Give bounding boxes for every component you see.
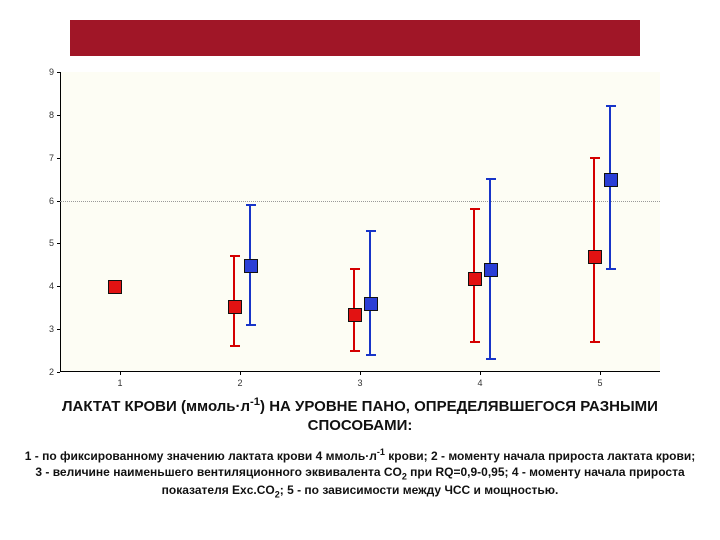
x-tick-label: 2 <box>237 378 242 388</box>
data-marker <box>588 250 602 264</box>
y-tick-mark <box>57 158 60 159</box>
data-marker <box>468 272 482 286</box>
y-tick-label: 9 <box>49 67 54 77</box>
y-tick-mark <box>57 372 60 373</box>
error-bar <box>369 231 371 355</box>
y-tick-label: 7 <box>49 153 54 163</box>
y-tick-label: 4 <box>49 281 54 291</box>
data-marker <box>364 297 378 311</box>
data-marker <box>484 263 498 277</box>
data-marker <box>604 173 618 187</box>
error-cap <box>470 341 480 343</box>
y-axis <box>60 72 61 372</box>
y-tick-mark <box>57 243 60 244</box>
y-tick-label: 6 <box>49 196 54 206</box>
chart-description: 1 - по фиксированному значению лактата к… <box>20 446 700 501</box>
y-tick-label: 2 <box>49 367 54 377</box>
error-cap <box>230 345 240 347</box>
error-cap <box>366 230 376 232</box>
y-tick-label: 8 <box>49 110 54 120</box>
error-cap <box>350 350 360 352</box>
y-tick-label: 3 <box>49 324 54 334</box>
error-cap <box>486 358 496 360</box>
error-bar <box>609 106 611 269</box>
y-tick-mark <box>57 286 60 287</box>
x-tick-mark <box>600 372 601 375</box>
x-tick-mark <box>360 372 361 375</box>
error-cap <box>470 208 480 210</box>
y-tick-label: 5 <box>49 238 54 248</box>
caption-block: ЛАКТАТ КРОВИ (ммоль·л-1) НА УРОВНЕ ПАНО,… <box>20 395 700 501</box>
x-tick-mark <box>240 372 241 375</box>
x-tick-mark <box>480 372 481 375</box>
data-marker <box>348 308 362 322</box>
error-cap <box>606 268 616 270</box>
y-tick-mark <box>57 72 60 73</box>
data-marker <box>244 259 258 273</box>
y-tick-mark <box>57 115 60 116</box>
header-bar <box>70 20 640 56</box>
gridline <box>60 201 660 202</box>
x-tick-label: 1 <box>117 378 122 388</box>
x-tick-label: 3 <box>357 378 362 388</box>
error-cap <box>230 255 240 257</box>
chart-title: ЛАКТАТ КРОВИ (ммоль·л-1) НА УРОВНЕ ПАНО,… <box>20 395 700 436</box>
x-tick-label: 4 <box>477 378 482 388</box>
error-cap <box>486 178 496 180</box>
plot-area: 2345678912345 <box>60 72 660 372</box>
error-cap <box>606 105 616 107</box>
data-marker <box>108 280 122 294</box>
error-cap <box>246 324 256 326</box>
y-tick-mark <box>57 329 60 330</box>
error-cap <box>590 157 600 159</box>
data-marker <box>228 300 242 314</box>
error-cap <box>350 268 360 270</box>
x-tick-mark <box>120 372 121 375</box>
error-cap <box>246 204 256 206</box>
error-cap <box>590 341 600 343</box>
x-tick-label: 5 <box>597 378 602 388</box>
error-cap <box>366 354 376 356</box>
